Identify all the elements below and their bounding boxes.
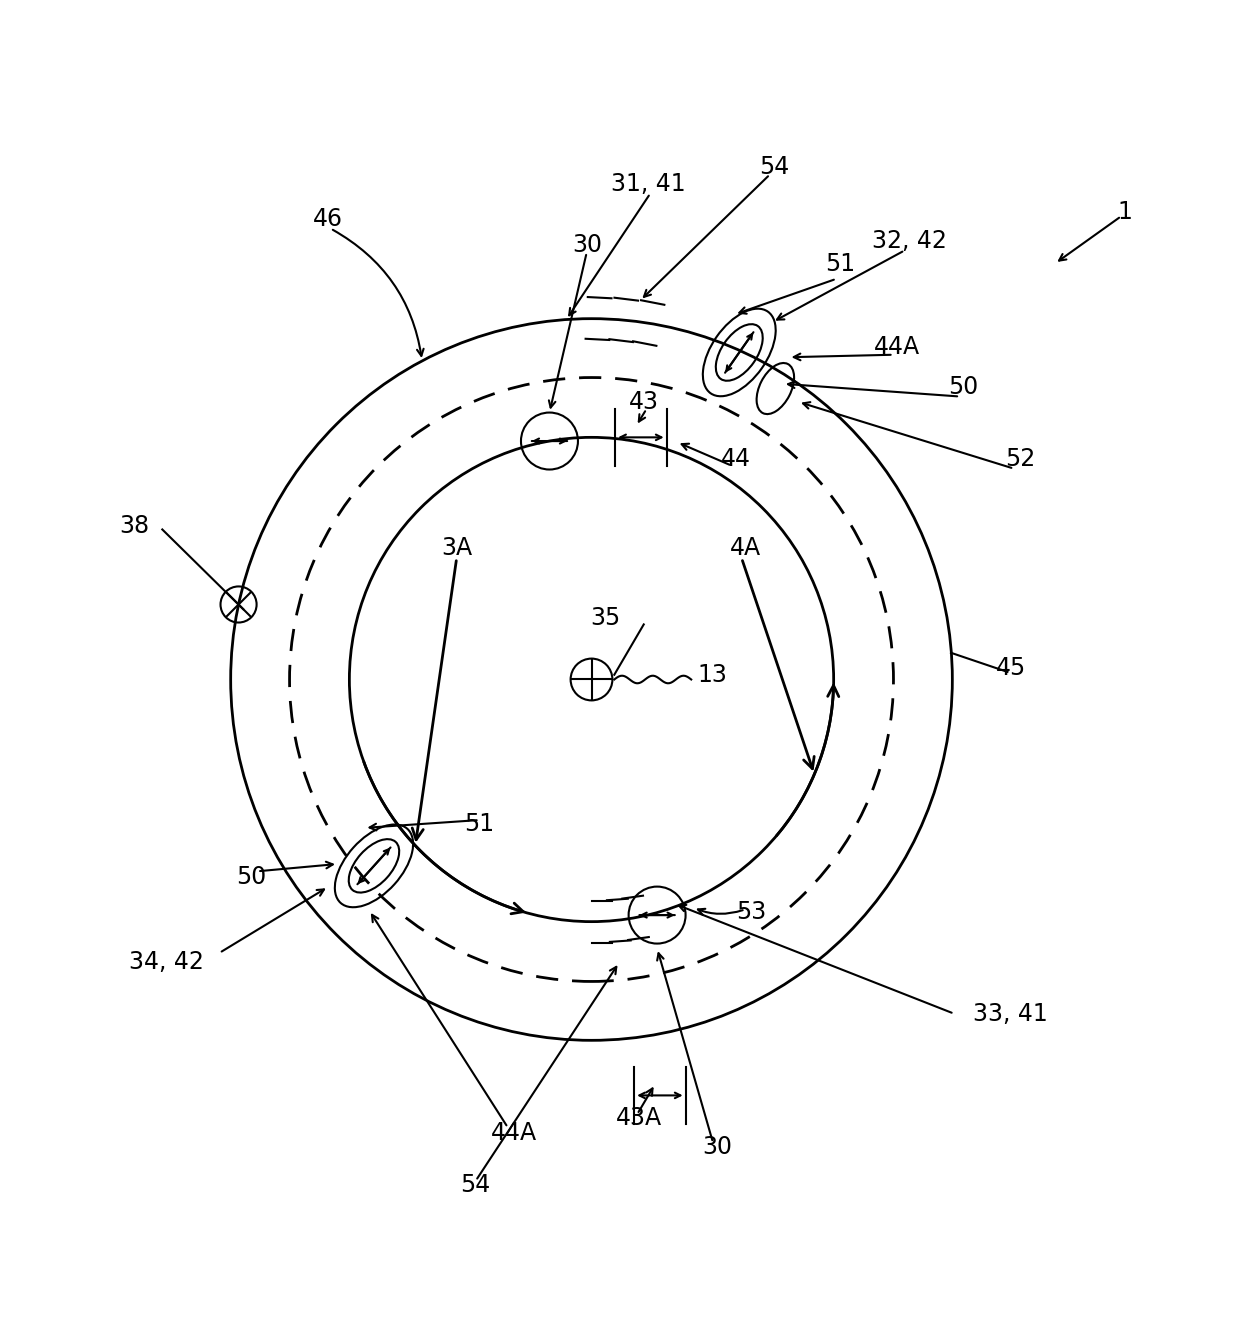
Text: 50: 50 <box>237 866 267 888</box>
Text: 43A: 43A <box>616 1107 662 1130</box>
Text: 33, 41: 33, 41 <box>973 1002 1048 1025</box>
Text: 30: 30 <box>702 1135 732 1159</box>
Text: 54: 54 <box>759 154 789 178</box>
Text: 51: 51 <box>826 252 856 276</box>
Text: 13: 13 <box>698 663 728 686</box>
Text: 31, 41: 31, 41 <box>611 172 686 196</box>
Text: 38: 38 <box>119 513 149 537</box>
Text: 45: 45 <box>996 657 1027 681</box>
Text: 30: 30 <box>572 233 601 256</box>
Text: 44A: 44A <box>874 335 920 359</box>
Text: 43: 43 <box>629 390 658 414</box>
Text: 3A: 3A <box>441 536 472 560</box>
Text: 1: 1 <box>1117 200 1132 224</box>
Text: 54: 54 <box>460 1172 491 1197</box>
Text: 34, 42: 34, 42 <box>129 950 203 974</box>
Text: 44: 44 <box>720 448 751 472</box>
Text: 32, 42: 32, 42 <box>872 229 947 253</box>
Text: 35: 35 <box>590 606 621 630</box>
Text: 50: 50 <box>949 375 978 399</box>
Text: 44A: 44A <box>491 1122 537 1146</box>
Text: 46: 46 <box>312 206 342 230</box>
Text: 53: 53 <box>735 900 766 925</box>
Text: 51: 51 <box>465 812 495 836</box>
Text: 52: 52 <box>1006 448 1035 472</box>
Text: 4A: 4A <box>730 536 761 560</box>
